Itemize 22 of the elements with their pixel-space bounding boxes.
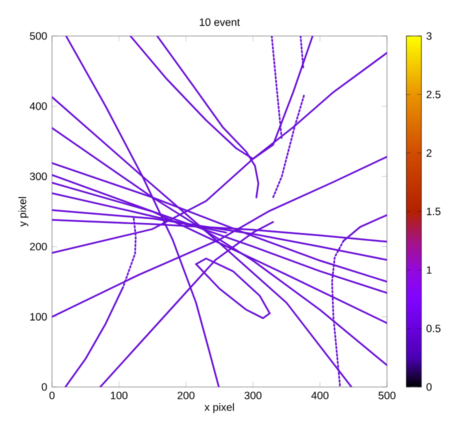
x-tick-label: 500 [378, 392, 396, 400]
y-axis-title: y pixel [18, 197, 28, 227]
x-tick-label: 0 [49, 392, 55, 400]
y-tick-label: 100 [30, 313, 47, 321]
color-bar-label: 2.5 [426, 90, 440, 98]
color-bar-label: 1 [426, 266, 432, 274]
x-tick-label: 300 [244, 392, 262, 400]
x-tick-label: 400 [311, 392, 328, 400]
x-tick-label: 100 [110, 392, 128, 400]
x-axis-title: x pixel [204, 403, 234, 414]
y-tick-label: 400 [30, 102, 47, 110]
color-bar-label: 0 [426, 383, 432, 391]
color-bar-label: 0.5 [426, 324, 440, 332]
chart-title: 10 event [200, 18, 240, 26]
y-tick-label: 200 [30, 242, 47, 250]
color-bar-label: 1.5 [426, 208, 440, 216]
y-tick-label: 0 [42, 383, 47, 391]
y-tick-label: 500 [30, 32, 47, 40]
color-bar-label: 2 [426, 149, 432, 157]
color-bar-label: 3 [426, 32, 432, 40]
y-tick-label: 300 [30, 172, 47, 180]
x-tick-label: 200 [178, 392, 194, 400]
